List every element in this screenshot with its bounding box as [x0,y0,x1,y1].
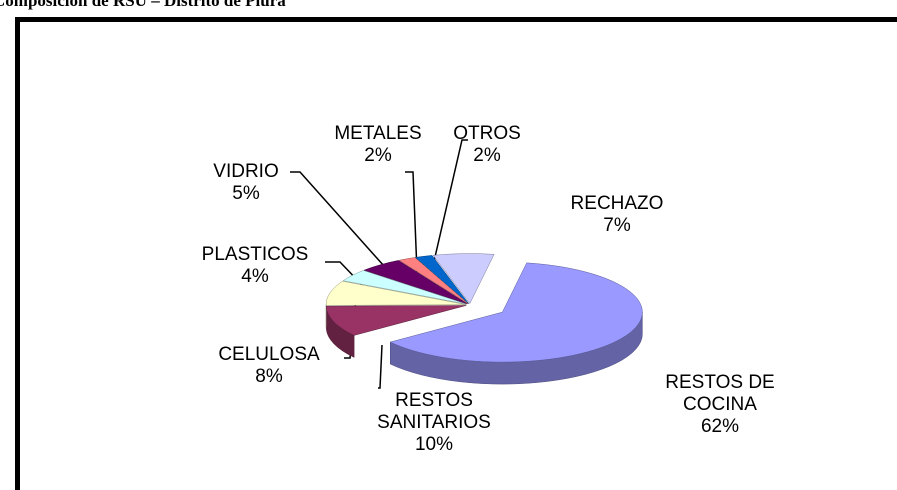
pie-slice [432,253,495,305]
slice-label: CELULOSA 8% [214,344,324,388]
category-label: CELULOSA [218,344,320,365]
leader-lines [290,139,468,389]
category-label: PLASTICOS [201,244,309,265]
slice-label: RESTOS DE COCINA 62% [655,372,785,438]
category-label: OTROS [453,123,521,144]
category-label: RESTOS DE COCINA [665,372,775,415]
value-label: 2% [473,145,501,166]
category-label: METALES [334,123,422,144]
category-label: VIDRIO [213,161,279,182]
slice-label: RESTOS SANITARIOS 10% [374,390,494,456]
slice-tops [325,253,643,363]
slice-label: METALES 2% [323,123,433,167]
category-label: RESTOS SANITARIOS [377,390,491,433]
value-label: 62% [700,416,740,437]
pie-slice [389,262,643,363]
leader-line [290,171,393,276]
leader-line [405,171,418,273]
pie-slice [414,255,469,304]
value-label: 10% [414,434,454,455]
value-label: 8% [255,366,283,387]
chart-title: Composición de RSU – Distrito de Piura [0,0,286,10]
chart-frame [15,17,897,490]
slice-label: PLASTICOS 4% [185,244,325,288]
pie-slice [342,270,467,305]
pie-slice [363,260,468,305]
pie-slice [398,257,469,304]
leader-line [378,344,383,389]
value-label: 4% [241,266,269,287]
value-label: 7% [603,215,631,236]
pie-slice [325,305,467,336]
slice-label: RECHAZO 7% [557,193,677,237]
leader-line [431,139,468,271]
value-label: 5% [232,183,260,204]
pie-slice [325,280,467,306]
value-label: 2% [364,145,392,166]
slice-label: OTROS 2% [437,123,537,167]
slice-label: VIDRIO 5% [191,161,301,205]
category-label: RECHAZO [570,193,664,214]
